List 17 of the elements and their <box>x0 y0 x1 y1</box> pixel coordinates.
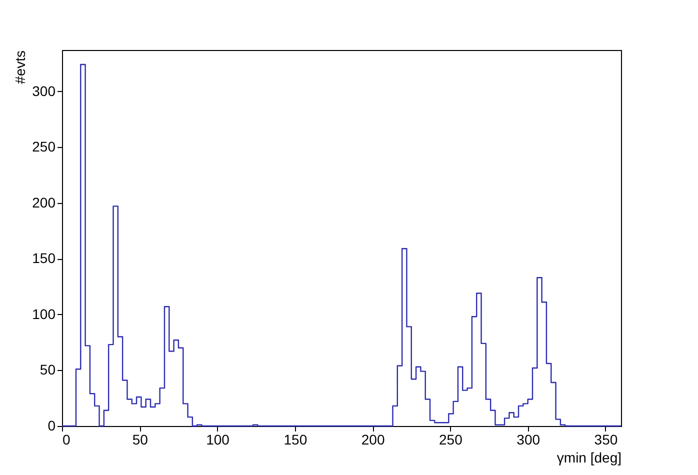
x-tick-label: 200 <box>361 432 385 448</box>
x-tick-label: 300 <box>516 432 540 448</box>
x-axis-title: γmin [deg] <box>556 450 622 466</box>
x-tick-label: 250 <box>439 432 463 448</box>
y-tick-label: 50 <box>40 362 56 378</box>
y-tick-label: 150 <box>32 250 56 266</box>
x-tick-label: 0 <box>62 432 70 448</box>
y-tick-label: 100 <box>32 306 56 322</box>
x-tick-label: 150 <box>284 432 308 448</box>
x-tick-label: 100 <box>206 432 230 448</box>
x-tick-label: 50 <box>132 432 148 448</box>
y-tick-label: 250 <box>32 138 56 155</box>
y-tick-label: 200 <box>32 194 56 210</box>
x-tick-label: 350 <box>594 432 618 448</box>
y-tick-label: 0 <box>48 418 56 434</box>
y-axis-title: #evts <box>12 50 28 84</box>
y-tick-label: 300 <box>32 82 56 99</box>
